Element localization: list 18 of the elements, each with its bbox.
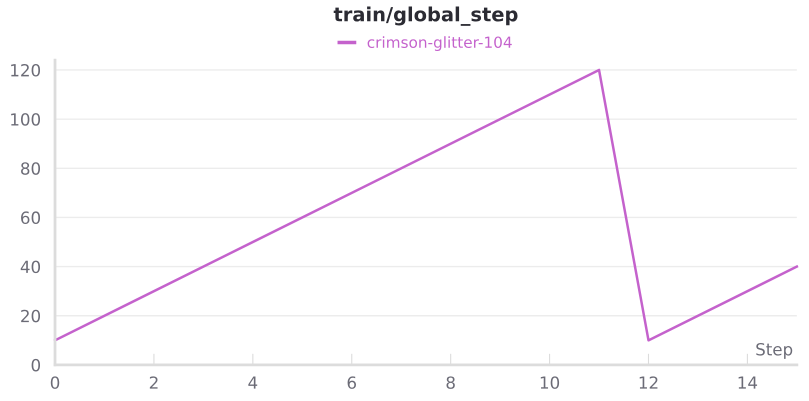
x-tick-label: 10 xyxy=(540,376,560,389)
y-tick-label: 0 xyxy=(32,358,40,372)
y-tick-label: 20 xyxy=(21,310,40,322)
y-tick-label: 120 xyxy=(11,64,40,77)
x-axis-title: Step xyxy=(756,342,792,359)
x-tick-label: 4 xyxy=(248,376,258,389)
y-tick-label: 100 xyxy=(11,113,40,126)
y-tick-label: 80 xyxy=(21,162,40,175)
y-tick-label: 60 xyxy=(21,211,40,224)
x-tick-label: 0 xyxy=(50,376,60,389)
x-tick-label: 8 xyxy=(446,376,455,389)
x-tick-label: 12 xyxy=(640,376,658,389)
x-tick-label: 2 xyxy=(150,376,158,389)
chart-title: train/global_step xyxy=(334,6,518,26)
x-tick-label: 14 xyxy=(738,376,758,389)
y-tick-label: 40 xyxy=(20,260,40,274)
legend-label: crimson-glitter-104 xyxy=(368,36,512,51)
x-tick-label: 6 xyxy=(348,376,356,389)
